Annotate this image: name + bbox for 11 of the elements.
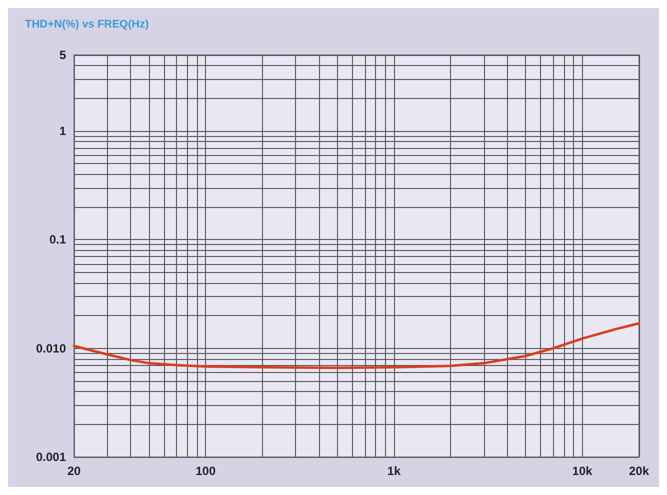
y-tick-label: 0.1 xyxy=(49,232,66,247)
x-tick-label: 100 xyxy=(196,464,216,478)
chart-title: THD+N(%) vs FREQ(Hz) xyxy=(25,18,150,30)
x-tick-label: 20k xyxy=(628,464,650,478)
y-tick-label: 0.001 xyxy=(36,450,66,464)
x-tick-label: 1k xyxy=(387,464,401,478)
y-tick-label: 5 xyxy=(59,48,66,62)
y-tick-label: 0.010 xyxy=(36,341,66,356)
x-tick-label: 10k xyxy=(572,464,593,478)
x-tick-label: 20 xyxy=(67,464,81,478)
y-tick-label: 1 xyxy=(59,124,66,138)
